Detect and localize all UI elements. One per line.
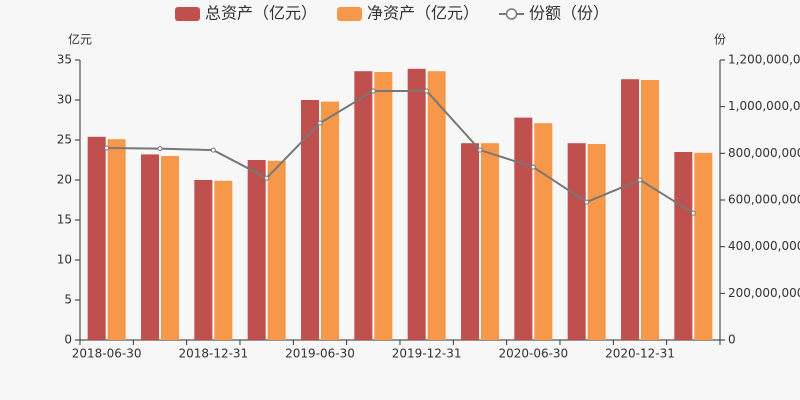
bar	[674, 152, 693, 340]
bar	[107, 139, 126, 340]
bar	[567, 143, 586, 340]
legend-label: 份额（份）	[529, 4, 609, 23]
y-axis-label: 亿元	[68, 32, 92, 47]
bar	[427, 71, 446, 340]
bar	[534, 123, 553, 340]
y2-tick-label: 0	[728, 333, 736, 347]
y-tick-label: 20	[57, 173, 72, 187]
bar	[587, 144, 606, 340]
legend-label: 总资产（亿元）	[205, 4, 317, 23]
bar	[301, 100, 319, 340]
y-tick-label: 25	[57, 133, 72, 147]
legend-swatch	[175, 7, 200, 21]
bar	[194, 180, 213, 340]
y2-tick-label: 200,000,000	[728, 286, 800, 300]
y-tick-label: 35	[57, 53, 72, 67]
y-tick-label: 10	[57, 253, 72, 267]
line-point	[637, 177, 643, 183]
bar	[407, 68, 426, 341]
line-point	[157, 146, 163, 152]
bar	[267, 160, 286, 340]
bar	[694, 152, 713, 340]
line	[106, 90, 694, 214]
bar	[621, 79, 639, 340]
x-tick-label: 2018-12-31	[178, 347, 248, 361]
y2-tick-label: 400,000,000	[728, 239, 800, 253]
line-point	[530, 164, 536, 170]
bar	[461, 143, 479, 340]
bar	[247, 160, 266, 340]
legend-swatch	[505, 8, 518, 20]
y-tick-label: 0	[64, 333, 72, 347]
line-point	[210, 147, 216, 153]
x-tick-label: 2018-06-30	[72, 347, 142, 361]
bar	[161, 156, 179, 340]
bar	[354, 71, 373, 340]
bar	[87, 136, 106, 340]
bar	[321, 101, 339, 340]
bar	[374, 72, 393, 340]
bar	[141, 154, 159, 340]
x-tick-label: 2019-12-31	[392, 347, 462, 361]
x-tick-label: 2020-06-30	[498, 347, 568, 361]
x-tick-label: 2020-12-31	[605, 347, 675, 361]
line-point	[264, 175, 270, 181]
line-point	[477, 147, 483, 153]
line-point	[104, 145, 110, 151]
line-point	[690, 210, 696, 216]
y2-tick-label: 600,000,000	[728, 193, 800, 207]
line-point	[424, 88, 430, 94]
y-tick-label: 30	[57, 93, 72, 107]
legend-label: 净资产（亿元）	[367, 4, 479, 23]
bar	[514, 117, 533, 340]
y-tick-label: 15	[57, 213, 72, 227]
line-point	[370, 88, 376, 94]
y2-axis-label: 份	[714, 33, 726, 47]
y2-tick-label: 1,000,000,000	[728, 99, 800, 113]
line-point	[584, 199, 590, 205]
y2-tick-label: 1,200,000,000	[728, 53, 800, 67]
y2-tick-label: 800,000,000	[728, 146, 800, 160]
bar	[214, 180, 233, 340]
line-point	[317, 120, 323, 126]
bar	[481, 143, 499, 340]
x-tick-label: 2019-06-30	[285, 347, 355, 361]
bar	[641, 80, 659, 340]
legend-swatch	[337, 7, 363, 21]
y-tick-label: 5	[64, 293, 72, 307]
